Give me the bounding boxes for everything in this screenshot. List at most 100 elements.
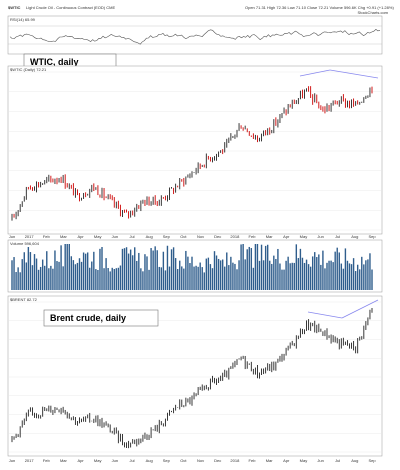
- volume-bar: [95, 269, 97, 290]
- volume-bar: [23, 252, 25, 290]
- volume-bar: [187, 256, 189, 290]
- brent-panel: $BRENT 82.72: [7, 295, 383, 457]
- x-tick-label: 2018: [230, 458, 240, 463]
- volume-bar: [365, 260, 367, 290]
- volume-bar: [174, 258, 177, 290]
- x-tick-label: Sep: [163, 458, 171, 463]
- x-tick-label: Apr: [283, 234, 290, 239]
- volume-bar: [334, 251, 336, 290]
- volume-bar: [252, 267, 255, 290]
- volume-bar: [209, 264, 212, 290]
- volume-bar: [74, 264, 77, 290]
- x-tick-label: Nov: [197, 234, 204, 239]
- volume-bar: [340, 263, 343, 290]
- volume-bar: [316, 257, 318, 290]
- volume-bar: [179, 260, 181, 290]
- volume-bar: [127, 253, 130, 290]
- brent-resistance-line: [307, 311, 343, 319]
- x-tick-label: Jul: [335, 458, 340, 463]
- volume-bar: [111, 267, 113, 290]
- wtic-callout: WTIC, daily: [30, 57, 79, 67]
- x-tick-label: Jun: [9, 458, 15, 463]
- volume-bar: [266, 244, 269, 290]
- volume-bar: [264, 245, 267, 290]
- x-tick-label: Sep: [368, 234, 376, 239]
- brent-panel-label: $BRENT 82.72: [10, 297, 38, 302]
- volume-bar: [70, 256, 73, 290]
- volume-bar: [356, 264, 359, 290]
- volume-bar: [54, 250, 56, 290]
- volume-bar: [207, 257, 210, 290]
- volume-bar: [150, 248, 152, 290]
- header-symbol: $WTIC: [8, 5, 21, 10]
- volume-bar: [11, 260, 13, 290]
- volume-bar: [211, 268, 214, 290]
- rsi-panel: RSI(14) 65.99: [7, 15, 383, 55]
- volume-bar: [129, 249, 132, 290]
- volume-bar: [181, 266, 183, 290]
- volume-bar: [363, 264, 365, 290]
- x-tick-label: Jun: [9, 234, 15, 239]
- volume-bar: [91, 261, 93, 290]
- volume-bar: [86, 252, 89, 290]
- volume-bar: [221, 259, 224, 290]
- site-watermark: StockCharts.com: [358, 10, 389, 15]
- volume-label: Volume 596,604: [10, 241, 40, 246]
- volume-bar: [322, 250, 324, 290]
- volume-bar: [354, 271, 357, 290]
- x-tick-label: 2017: [25, 234, 35, 239]
- volume-bar: [213, 251, 216, 290]
- volume-bar: [326, 262, 328, 290]
- volume-bar: [254, 244, 257, 290]
- x-axis-bottom: Jun 2017 Feb Mar Apr May Jun Jul Aug Sep Oct Nov Dec…: [9, 458, 377, 463]
- volume-bar: [37, 269, 40, 290]
- volume-bar: [105, 258, 107, 290]
- volume-bar: [99, 248, 101, 290]
- volume-bar: [277, 248, 279, 290]
- volume-bar: [136, 260, 138, 290]
- volume-bar: [64, 244, 66, 290]
- volume-bar: [117, 267, 120, 290]
- volume-bar: [336, 247, 338, 290]
- volume-bar: [226, 252, 228, 290]
- volume-bar: [293, 262, 295, 290]
- x-tick-label: 2017: [25, 458, 35, 463]
- x-tick-label: Mar: [60, 458, 68, 463]
- volume-bar: [39, 266, 42, 290]
- x-tick-label: Aug: [351, 234, 358, 239]
- volume-bar: [185, 250, 187, 290]
- volume-bar: [240, 244, 242, 290]
- volume-bar: [242, 244, 244, 290]
- volume-bar: [152, 250, 154, 290]
- volume-bar: [72, 260, 75, 290]
- volume-bar: [82, 252, 85, 290]
- volume-bar: [309, 266, 312, 290]
- x-tick-label: Feb: [249, 234, 257, 239]
- x-tick-label: Dec: [214, 458, 221, 463]
- x-tick-label: Apr: [77, 234, 84, 239]
- volume-bar: [369, 253, 371, 290]
- volume-bar: [48, 268, 50, 290]
- volume-bar: [15, 272, 17, 290]
- volume-bar: [230, 256, 232, 290]
- volume-bar: [168, 266, 171, 290]
- volume-bar: [21, 259, 23, 290]
- volume-bar: [134, 247, 136, 290]
- volume-bar: [289, 263, 291, 290]
- header-stats: Open 71.31 High 72.36 Low 71.10 Close 72…: [245, 5, 394, 10]
- volume-bar: [144, 254, 146, 290]
- rsi-line: [9, 29, 381, 45]
- volume-bar: [189, 263, 191, 290]
- volume-bar: [205, 258, 208, 290]
- volume-bar: [131, 255, 134, 290]
- volume-bar: [279, 263, 281, 290]
- volume-bar: [320, 264, 322, 290]
- x-tick-label: May: [300, 234, 308, 239]
- volume-bar: [183, 268, 185, 290]
- x-tick-label: Jul: [335, 234, 340, 239]
- x-tick-label: May: [300, 458, 308, 463]
- brent-breakout-line: [341, 299, 379, 319]
- volume-bar: [60, 245, 62, 290]
- x-tick-label: Apr: [283, 458, 290, 463]
